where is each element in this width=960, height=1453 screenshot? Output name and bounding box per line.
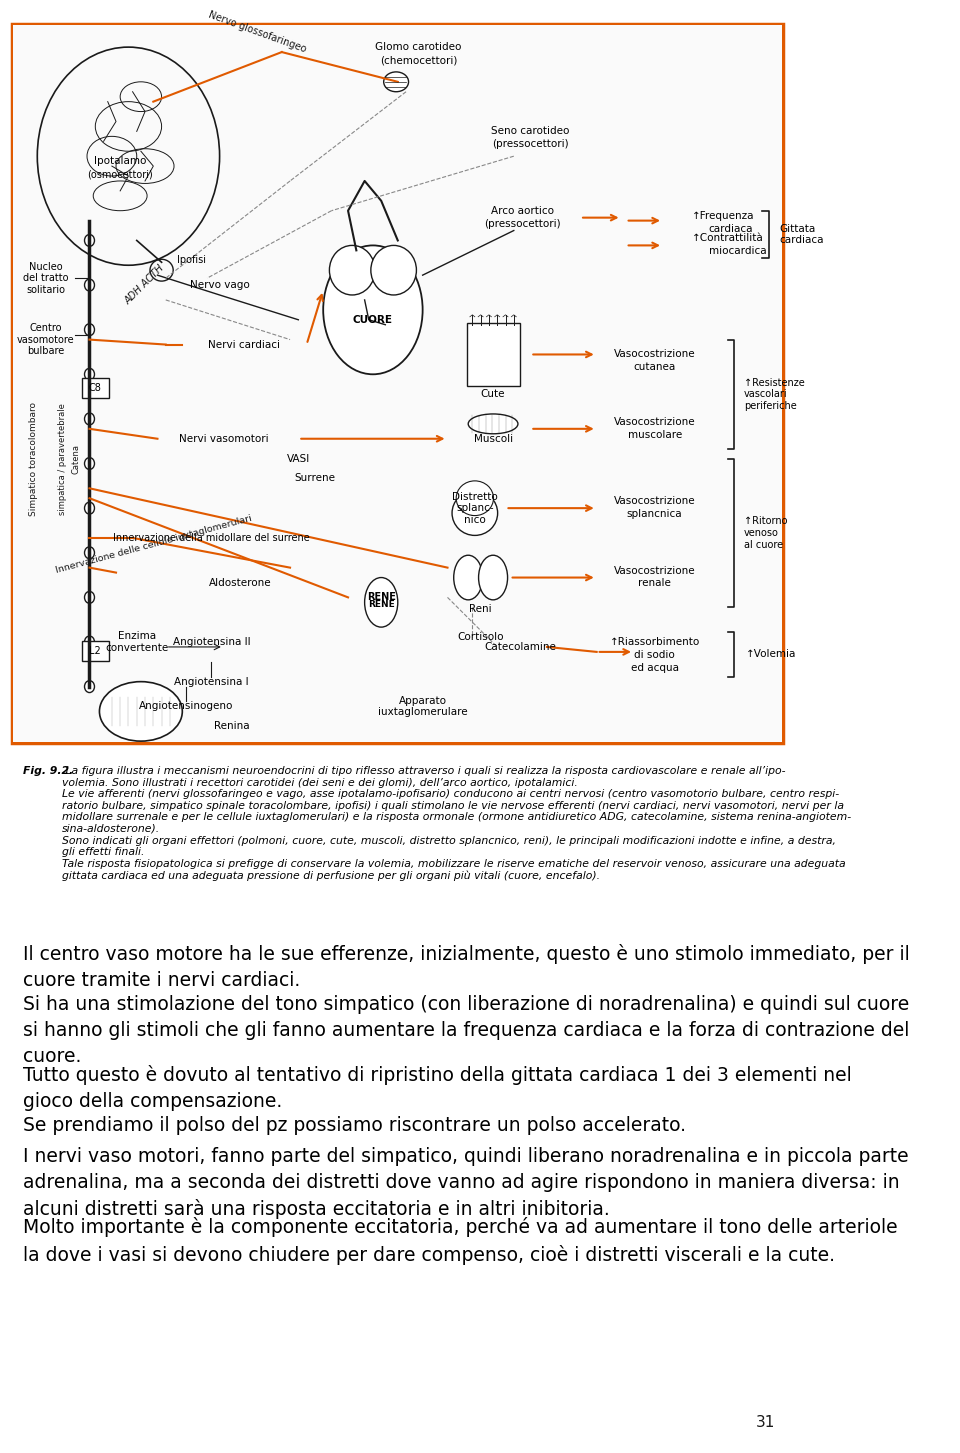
Text: (pressocettori): (pressocettori) — [492, 139, 568, 150]
Text: simpatica / paravertebrale: simpatica / paravertebrale — [58, 402, 66, 514]
Text: Vasocostrizione: Vasocostrizione — [613, 497, 695, 506]
Text: cutanea: cutanea — [634, 362, 676, 372]
Text: Vasocostrizione: Vasocostrizione — [613, 417, 695, 427]
Text: ed acqua: ed acqua — [631, 663, 679, 673]
Text: (osmocettori): (osmocettori) — [87, 169, 153, 179]
Ellipse shape — [452, 491, 497, 535]
Text: CUORE: CUORE — [353, 315, 393, 325]
Text: Angiotensinogeno: Angiotensinogeno — [139, 702, 233, 712]
Text: Nervi vasomotori: Nervi vasomotori — [179, 434, 269, 443]
Ellipse shape — [329, 246, 375, 295]
Text: L2: L2 — [89, 647, 101, 655]
Circle shape — [84, 324, 94, 336]
Circle shape — [84, 458, 94, 469]
Text: splancnica: splancnica — [627, 509, 683, 519]
Text: Tutto questo è dovuto al tentativo di ripristino della gittata cardiaca 1 dei 3 : Tutto questo è dovuto al tentativo di ri… — [23, 1065, 852, 1112]
Ellipse shape — [456, 481, 493, 516]
Circle shape — [84, 279, 94, 291]
Circle shape — [84, 680, 94, 693]
Text: Il centro vaso motore ha le sue efferenze, inizialmente, questo è uno stimolo im: Il centro vaso motore ha le sue efferenz… — [23, 944, 910, 989]
Text: Aldosterone: Aldosterone — [209, 577, 272, 587]
Text: ↑Frequenza: ↑Frequenza — [692, 211, 755, 221]
Text: Angiotensina I: Angiotensina I — [174, 677, 249, 687]
Text: RENE: RENE — [368, 600, 395, 609]
Text: Catena: Catena — [72, 443, 81, 474]
Ellipse shape — [365, 577, 397, 628]
Circle shape — [84, 503, 94, 514]
Text: miocardica: miocardica — [708, 247, 766, 256]
Text: di sodio: di sodio — [635, 649, 675, 660]
Text: RENE: RENE — [367, 593, 396, 603]
FancyBboxPatch shape — [82, 378, 108, 398]
Text: renale: renale — [638, 578, 671, 588]
Text: Cute: Cute — [481, 389, 505, 400]
Text: Simpatico toracolombaro: Simpatico toracolombaro — [29, 401, 37, 516]
Circle shape — [84, 413, 94, 424]
Ellipse shape — [479, 555, 508, 600]
Text: ↑Ritorno
venoso
al cuore: ↑Ritorno venoso al cuore — [744, 516, 787, 549]
Ellipse shape — [468, 414, 518, 434]
Text: Glomo carotideo: Glomo carotideo — [375, 42, 462, 52]
Text: Gittata
cardiaca: Gittata cardiaca — [779, 224, 824, 246]
Ellipse shape — [371, 246, 417, 295]
Text: Se prendiamo il polso del pz possiamo riscontrare un polso accelerato.: Se prendiamo il polso del pz possiamo ri… — [23, 1116, 686, 1135]
Text: Nervo glossofaringeo: Nervo glossofaringeo — [206, 9, 307, 54]
Text: Seno carotideo: Seno carotideo — [492, 126, 569, 137]
Circle shape — [84, 369, 94, 381]
Text: ↑Volemia: ↑Volemia — [746, 649, 796, 658]
Text: Renina: Renina — [214, 721, 250, 731]
Circle shape — [84, 591, 94, 603]
FancyBboxPatch shape — [13, 25, 782, 742]
Text: (pressocettori): (pressocettori) — [484, 218, 561, 228]
FancyBboxPatch shape — [12, 25, 783, 742]
Text: Reni: Reni — [469, 604, 492, 615]
Text: 31: 31 — [756, 1415, 775, 1430]
Text: ADH ACTH: ADH ACTH — [123, 263, 167, 307]
Text: Ipofisi: Ipofisi — [177, 256, 205, 266]
Circle shape — [84, 636, 94, 648]
Text: Nervo vago: Nervo vago — [190, 280, 250, 291]
Text: ↑Contrattilità: ↑Contrattilità — [692, 234, 764, 244]
Text: ↑Resistenze
vascolari
periferiche: ↑Resistenze vascolari periferiche — [744, 378, 804, 411]
Text: Angiotensina II: Angiotensina II — [173, 636, 251, 647]
Text: Molto importante è la componente eccitatoria, perché va ad aumentare il tono del: Molto importante è la componente eccitat… — [23, 1218, 898, 1264]
Circle shape — [84, 234, 94, 247]
Text: Cortisolo: Cortisolo — [457, 632, 504, 642]
Text: Vasocostrizione: Vasocostrizione — [613, 565, 695, 575]
Text: (chemocettori): (chemocettori) — [380, 55, 457, 65]
Text: Arco aortico: Arco aortico — [491, 206, 554, 215]
Text: Nucleo
del tratto
solitario: Nucleo del tratto solitario — [23, 262, 68, 295]
Text: Centro
vasomotore
bulbare: Centro vasomotore bulbare — [16, 323, 74, 356]
Text: muscolare: muscolare — [628, 430, 682, 440]
Ellipse shape — [454, 555, 483, 600]
Text: Distretto
splanc-
nico: Distretto splanc- nico — [452, 491, 497, 525]
Text: Catecolamine: Catecolamine — [485, 642, 557, 652]
Text: Nervi cardiaci: Nervi cardiaci — [208, 340, 280, 350]
Text: C8: C8 — [89, 384, 102, 394]
Text: VASI: VASI — [287, 453, 310, 464]
Text: Ipotalamo: Ipotalamo — [94, 155, 146, 166]
Ellipse shape — [100, 681, 182, 741]
Text: Apparato
iuxtaglomerulare: Apparato iuxtaglomerulare — [378, 696, 468, 718]
Text: Vasocostrizione: Vasocostrizione — [613, 350, 695, 359]
Text: cardiaca: cardiaca — [708, 224, 753, 234]
Text: Si ha una stimolazione del tono simpatico (con liberazione di noradrenalina) e q: Si ha una stimolazione del tono simpatic… — [23, 995, 909, 1065]
Text: La figura illustra i meccanismi neuroendocrini di tipo riflesso attraverso i qua: La figura illustra i meccanismi neuroend… — [62, 766, 852, 881]
Text: Surrene: Surrene — [295, 474, 335, 484]
Text: Innervazione della midollare del surrene: Innervazione della midollare del surrene — [113, 533, 310, 543]
FancyBboxPatch shape — [82, 641, 108, 661]
Circle shape — [84, 546, 94, 559]
Text: I nervi vaso motori, fanno parte del simpatico, quindi liberano noradrenalina e : I nervi vaso motori, fanno parte del sim… — [23, 1148, 909, 1219]
Text: Enzima
convertente: Enzima convertente — [105, 631, 168, 652]
Text: Innervazione delle cellule iuxtaglomerulari: Innervazione delle cellule iuxtaglomerul… — [54, 513, 252, 574]
Ellipse shape — [324, 246, 422, 375]
Text: Fig. 9.2.: Fig. 9.2. — [23, 766, 74, 776]
Text: Muscoli: Muscoli — [473, 434, 513, 443]
FancyBboxPatch shape — [467, 323, 519, 386]
Ellipse shape — [384, 71, 409, 92]
Text: ↑Riassorbimento: ↑Riassorbimento — [610, 636, 700, 647]
